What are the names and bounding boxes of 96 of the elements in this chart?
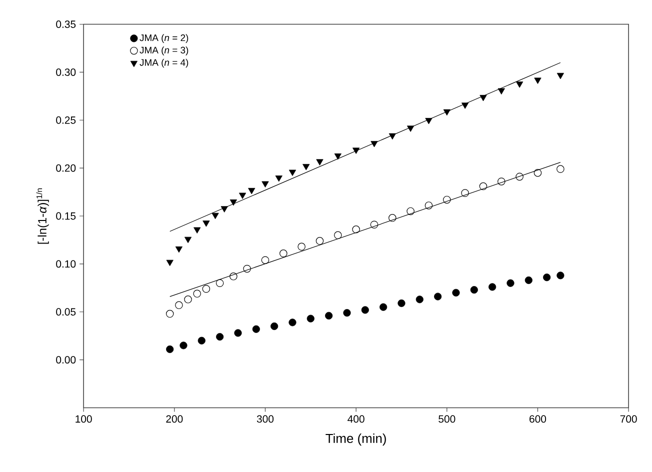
- y-tick-label: 0.35: [56, 20, 76, 28]
- point: [298, 242, 306, 251]
- point: [238, 192, 246, 199]
- point: [443, 196, 451, 204]
- point: [230, 272, 238, 280]
- point: [352, 148, 360, 154]
- point: [280, 250, 288, 258]
- y-tick-label: 0.25: [56, 116, 76, 124]
- point: [334, 153, 342, 160]
- x-tick-label: 300: [256, 415, 274, 423]
- point: [516, 82, 524, 88]
- point: [325, 312, 333, 320]
- point: [316, 237, 324, 245]
- point: [424, 202, 433, 210]
- point: [202, 220, 210, 227]
- point: [184, 296, 192, 304]
- point: [243, 264, 251, 273]
- point: [175, 301, 183, 310]
- point: [343, 309, 351, 317]
- point: [230, 199, 238, 206]
- x-tick-label: 400: [348, 415, 364, 423]
- point: [398, 299, 406, 308]
- point: [370, 220, 378, 229]
- point: [166, 260, 174, 266]
- point: [352, 226, 360, 234]
- point: [316, 159, 324, 166]
- point: [361, 306, 369, 314]
- x-axis-title: Time (min): [326, 434, 386, 446]
- point: [462, 102, 469, 109]
- point: [479, 182, 488, 190]
- point: [407, 126, 414, 132]
- point: [216, 333, 224, 341]
- point: [388, 133, 396, 140]
- point: [175, 246, 183, 253]
- y-tick-label: 0.15: [56, 212, 76, 220]
- point: [452, 288, 460, 296]
- point: [434, 292, 442, 300]
- point: [406, 207, 414, 216]
- point: [193, 290, 201, 298]
- point: [252, 325, 260, 333]
- x-tick-label: 600: [530, 415, 546, 423]
- legend-label: JMA (n = 2): [140, 34, 188, 43]
- point: [212, 212, 219, 220]
- point: [470, 286, 478, 294]
- x-tick-label: 100: [76, 415, 92, 423]
- point: [380, 303, 388, 311]
- point: [416, 296, 424, 304]
- y-tick-label: 0.10: [56, 260, 76, 268]
- point: [194, 227, 201, 234]
- point: [270, 322, 278, 330]
- point: [524, 276, 532, 284]
- point: [334, 231, 342, 240]
- point: [556, 165, 564, 173]
- y-tick-label: 0.20: [56, 164, 76, 172]
- y-tick-label: 0.05: [56, 308, 76, 316]
- x-tick-label: 700: [620, 415, 637, 423]
- point: [388, 214, 396, 222]
- point: [443, 109, 450, 116]
- x-tick-label: 200: [166, 415, 183, 423]
- point: [184, 236, 192, 244]
- point: [534, 168, 542, 177]
- point: [248, 188, 256, 194]
- legend-label: JMA (n = 4): [140, 58, 188, 68]
- x-tick-label: 500: [438, 415, 456, 423]
- point: [216, 279, 224, 287]
- point: [498, 178, 506, 186]
- point: [461, 189, 469, 197]
- point: [534, 78, 542, 84]
- point: [306, 314, 314, 322]
- point: [198, 336, 206, 344]
- point: [488, 283, 496, 291]
- point: [288, 318, 296, 326]
- point: [202, 284, 210, 293]
- point: [556, 272, 564, 280]
- point: [516, 172, 524, 181]
- point: [480, 94, 487, 102]
- point: [166, 345, 174, 354]
- point: [234, 329, 242, 337]
- y-tick-label: 0.30: [56, 68, 76, 76]
- point: [506, 279, 514, 287]
- point: [556, 72, 564, 80]
- point: [498, 88, 505, 94]
- point: [180, 342, 188, 350]
- point: [543, 274, 551, 282]
- point: [275, 176, 282, 182]
- point: [288, 170, 296, 176]
- y-tick-label: 0.00: [56, 356, 76, 364]
- point: [261, 256, 270, 264]
- point: [370, 140, 378, 148]
- legend-label: JMA (n = 3): [140, 46, 188, 56]
- point: [166, 310, 174, 318]
- point: [262, 181, 269, 188]
- point: [220, 206, 228, 212]
- y-axis-title: [-ln(1-α)]$^{1/n}$: [36, 188, 49, 244]
- point: [425, 118, 432, 124]
- point: [302, 164, 310, 170]
